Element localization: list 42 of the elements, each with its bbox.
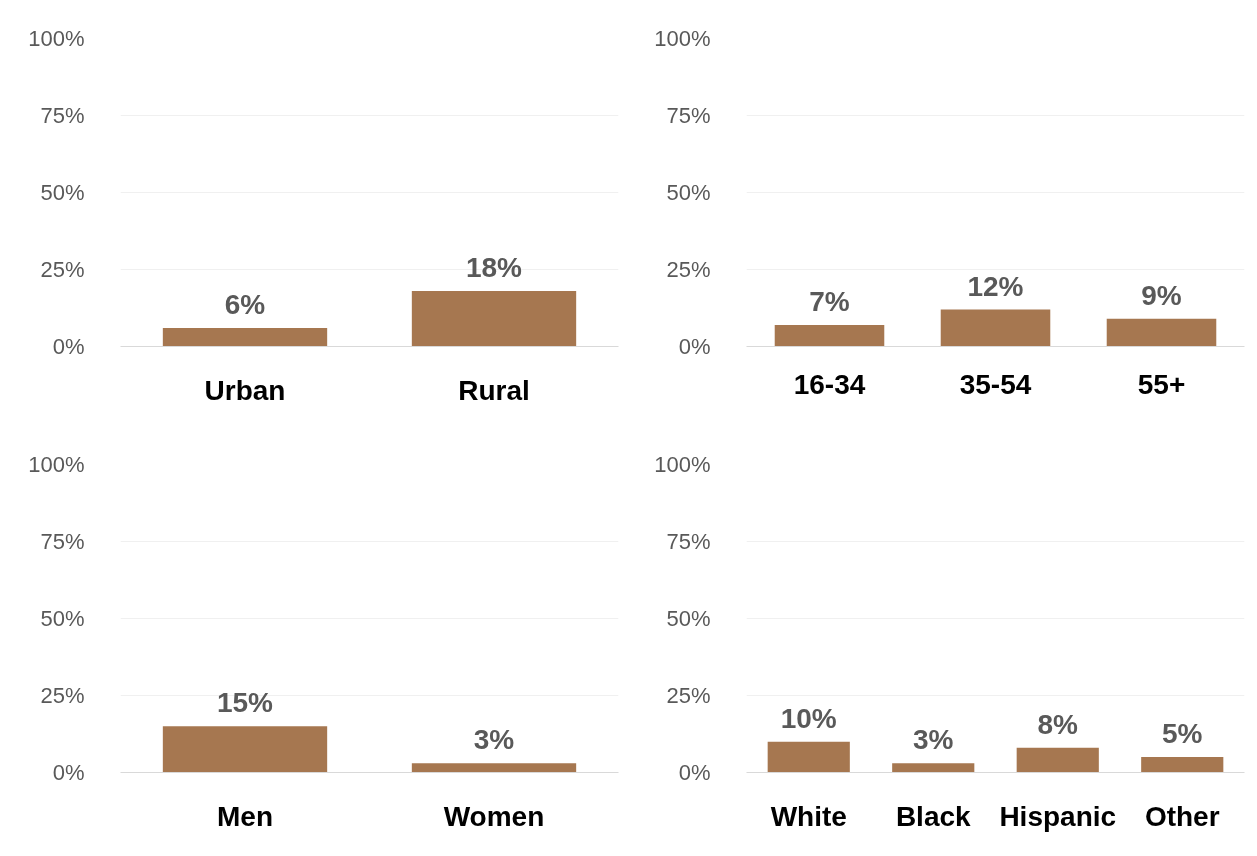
y-tick-label: 75% xyxy=(40,103,85,128)
y-tick-label: 25% xyxy=(666,683,711,708)
y-tick-label: 25% xyxy=(40,683,85,708)
data-label: 6% xyxy=(224,289,266,321)
data-label: 3% xyxy=(913,724,954,756)
y-tick-label: 100% xyxy=(28,26,85,51)
data-label: 5% xyxy=(1162,718,1203,750)
x-tick-label: Urban xyxy=(204,374,286,406)
data-label: 8% xyxy=(1037,708,1079,740)
y-tick-label: 75% xyxy=(40,529,85,554)
data-label: 9% xyxy=(1141,279,1182,311)
data-label: 7% xyxy=(809,285,850,317)
y-tick-label: 100% xyxy=(28,452,85,477)
x-tick-label: Hispanic xyxy=(999,800,1117,832)
data-label: 3% xyxy=(473,724,515,756)
x-tick-label: Black xyxy=(895,800,972,832)
x-tick-label: Other xyxy=(1144,800,1220,832)
y-tick-label: 100% xyxy=(654,26,711,51)
x-tick-label: 35-54 xyxy=(959,368,1032,400)
y-tick-label: 75% xyxy=(666,103,711,128)
data-label: 10% xyxy=(780,702,837,734)
y-tick-label: 50% xyxy=(40,180,85,205)
data-label: 12% xyxy=(967,270,1024,302)
y-tick-label: 25% xyxy=(666,257,711,282)
y-tick-label: 50% xyxy=(666,606,711,631)
x-tick-label: Rural xyxy=(458,374,530,406)
y-tick-label: 25% xyxy=(40,257,85,282)
data-label: 15% xyxy=(216,687,274,719)
x-tick-label: 55+ xyxy=(1137,368,1186,400)
y-tick-label: 0% xyxy=(678,760,711,785)
y-tick-label: 0% xyxy=(678,334,711,359)
y-tick-label: 50% xyxy=(666,180,711,205)
x-tick-label: White xyxy=(770,800,847,832)
y-tick-label: 0% xyxy=(52,760,85,785)
x-tick-label: Men xyxy=(217,800,273,832)
data-label: 18% xyxy=(465,252,523,284)
y-tick-label: 50% xyxy=(40,606,85,631)
x-tick-label: 16-34 xyxy=(793,368,866,400)
x-tick-label: Women xyxy=(443,800,545,832)
y-tick-label: 75% xyxy=(666,529,711,554)
y-tick-label: 0% xyxy=(52,334,85,359)
y-tick-label: 100% xyxy=(654,452,711,477)
